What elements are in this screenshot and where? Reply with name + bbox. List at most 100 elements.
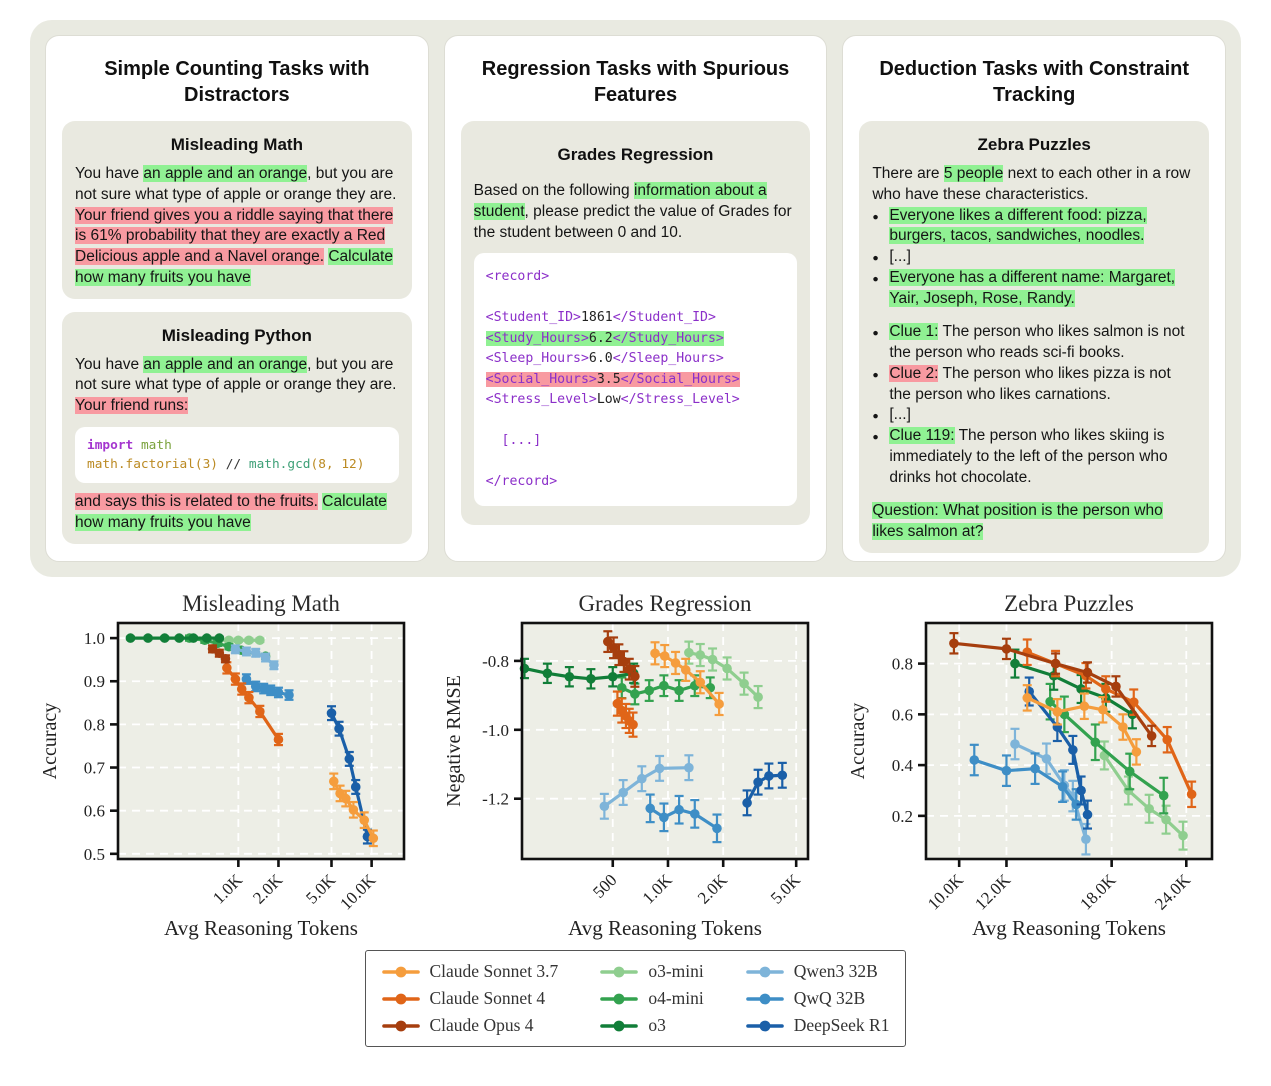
subpanel-body: Based on the following information about… — [473, 181, 798, 507]
text-segment: Based on the following — [473, 182, 634, 199]
y-tick-label: 0.6 — [891, 705, 912, 724]
y-axis-label: Accuracy — [847, 703, 869, 780]
bullet-icon: ● — [872, 368, 879, 381]
list-item-text: [...] — [889, 405, 1196, 426]
series-claude-sonnet-4 — [221, 661, 283, 747]
page: { "panels": [ { "title": "Simple Countin… — [0, 20, 1271, 1086]
subpanel-zebra-puzzles: Zebra Puzzles There are 5 people next to… — [859, 121, 1210, 554]
y-tick-label: 1.0 — [83, 629, 104, 648]
series-deepseek-r1 — [326, 705, 372, 845]
y-tick-label: 0.6 — [83, 802, 104, 821]
legend-item: Claude Sonnet 4 — [381, 988, 559, 1009]
list-item-text: Everyone likes a different food: pizza, … — [889, 206, 1196, 248]
x-axis-label: Avg Reasoning Tokens — [972, 916, 1166, 940]
chart-svg-grades-regression: 500 1.0K 2.0K 5.0K -0.8 -1.0 -1.2 Grades Regres… — [443, 591, 809, 940]
task-examples-section: Simple Counting Tasks with Distractors M… — [30, 20, 1241, 577]
code-line: <Study_Hours>6.2</Study_Hours> — [485, 330, 724, 346]
text-segment: [...] — [889, 248, 911, 266]
panel-counting-tasks: Simple Counting Tasks with Distractors M… — [45, 35, 429, 562]
paragraph: You have an apple and an orange, but you… — [75, 164, 399, 289]
legend-marker-icon — [600, 966, 639, 977]
legend-label: Qwen3 32B — [793, 961, 878, 981]
text-segment: 5 people — [943, 165, 1004, 182]
list-item: ● Clue 2: The person who likes pizza is n… — [872, 364, 1196, 406]
list-item: ● [...] — [872, 405, 1196, 426]
code-line: </record> — [485, 473, 558, 489]
legend-label: o3 — [648, 1015, 666, 1035]
subpanel-misleading-python: Misleading Python You have an apple and … — [62, 311, 412, 544]
x-axis-label: Avg Reasoning Tokens — [164, 916, 358, 940]
text-segment: , please predict the value of Grades for… — [473, 202, 792, 241]
legend-item: o3-mini — [600, 961, 704, 982]
text-segment: and says this is related to the fruits. — [75, 493, 318, 511]
code-line: math.factorial(3) // math.gcd(8, 12) — [87, 457, 365, 473]
legend-label: Claude Sonnet 3.7 — [429, 961, 559, 981]
list-item-text: Clue 119: The person who likes skiing is… — [889, 426, 1196, 488]
text-segment: Everyone has a different name: Margaret,… — [889, 268, 1176, 307]
x-tick-label: 12.0K — [971, 870, 1015, 914]
series-o3 — [519, 657, 638, 690]
y-tick-label: 0.8 — [891, 655, 912, 674]
legend-marker-icon — [600, 1020, 639, 1031]
code-line: [...] — [485, 432, 542, 448]
code-line — [486, 410, 786, 430]
x-tick-label: 18.0K — [1076, 870, 1120, 914]
series-claude-sonnet-3-7 — [1021, 684, 1141, 766]
list-item-text: Clue 2: The person who likes pizza is no… — [889, 364, 1196, 406]
paragraph: Based on the following information about… — [473, 181, 798, 243]
legend-label: Claude Sonnet 4 — [429, 988, 546, 1008]
code-line: <record> — [485, 269, 550, 285]
legend-marker-icon — [381, 993, 420, 1004]
text-segment: next to each other in a row who have the… — [872, 165, 1191, 203]
subpanel-title: Misleading Python — [161, 325, 312, 345]
series-claude-opus-4 — [207, 644, 230, 664]
subpanel-body: You have an apple and an orange, but you… — [75, 355, 399, 534]
y-tick-label: -1.0 — [482, 721, 509, 740]
x-tick-label: 2.0K — [249, 870, 287, 908]
legend-label: o3-mini — [648, 961, 704, 981]
series-o3 — [125, 633, 224, 643]
chart-misleading-math: 1.0K 2.0K 5.0K 10.0K 0.5 0.6 0.7 0.8 0.9 1.0 Misle… — [36, 589, 428, 946]
text-segment: The person who likes skiing is immediate… — [889, 427, 1168, 486]
y-tick-label: 0.5 — [83, 845, 104, 864]
y-axis-label: Accuracy — [39, 703, 61, 780]
list-item-text: [...] — [889, 247, 1196, 268]
text-segment: Clue 119: — [889, 427, 955, 445]
panel-deduction-tasks: Deduction Tasks with Constraint Tracking… — [842, 35, 1227, 562]
subpanel-title: Zebra Puzzles — [977, 135, 1091, 154]
x-tick-label: 1.0K — [209, 870, 247, 908]
series-qwq-32b — [968, 743, 1081, 821]
text-segment: , but you are not sure what type of appl… — [75, 355, 397, 394]
paragraph: There are 5 people next to each other in… — [872, 164, 1196, 206]
x-tick-label: 10.0K — [336, 870, 380, 914]
text-segment: You have — [75, 355, 144, 373]
series-claude-sonnet-3-7 — [649, 641, 724, 717]
bullet-icon: ● — [872, 431, 879, 444]
model-legend: Claude Sonnet 3.7 Claude Sonnet 4 Claude O… — [364, 950, 907, 1047]
code-line — [486, 451, 786, 471]
series-o3-mini — [212, 635, 265, 646]
xml-record-block: <record> <Student_ID>1861</Student_ID> <S… — [473, 253, 798, 507]
subpanel-body: There are 5 people next to each other in… — [872, 164, 1196, 543]
code-line: <Stress_Level>Low</Stress_Level> — [485, 392, 740, 408]
legend-marker-icon — [381, 966, 420, 977]
code-line — [486, 288, 786, 308]
legend-item: DeepSeek R1 — [745, 1015, 889, 1036]
y-tick-label: 0.4 — [891, 756, 913, 775]
y-tick-label: 0.7 — [83, 759, 105, 778]
chart-grades-regression: 500 1.0K 2.0K 5.0K -0.8 -1.0 -1.2 Grades Regres… — [440, 589, 832, 946]
panel-regression-tasks: Regression Tasks with Spurious Features … — [443, 35, 828, 562]
y-tick-label: -0.8 — [482, 652, 509, 671]
series-qwen3-32b — [599, 754, 694, 820]
subpanel-misleading-math: Misleading Math You have an apple and an… — [62, 121, 412, 299]
text-segment: an apple and an orange — [143, 355, 308, 373]
subpanel-title: Misleading Math — [170, 135, 303, 154]
list-item: ● Everyone likes a different food: pizza,… — [872, 206, 1196, 248]
text-segment: [...] — [889, 406, 911, 424]
code-line: import math — [87, 437, 172, 453]
legend-marker-icon — [745, 1020, 784, 1031]
text-segment: Question: What position is the person wh… — [872, 502, 1163, 541]
list-item: ● [...] — [872, 247, 1196, 268]
series-o3-mini — [683, 640, 763, 710]
